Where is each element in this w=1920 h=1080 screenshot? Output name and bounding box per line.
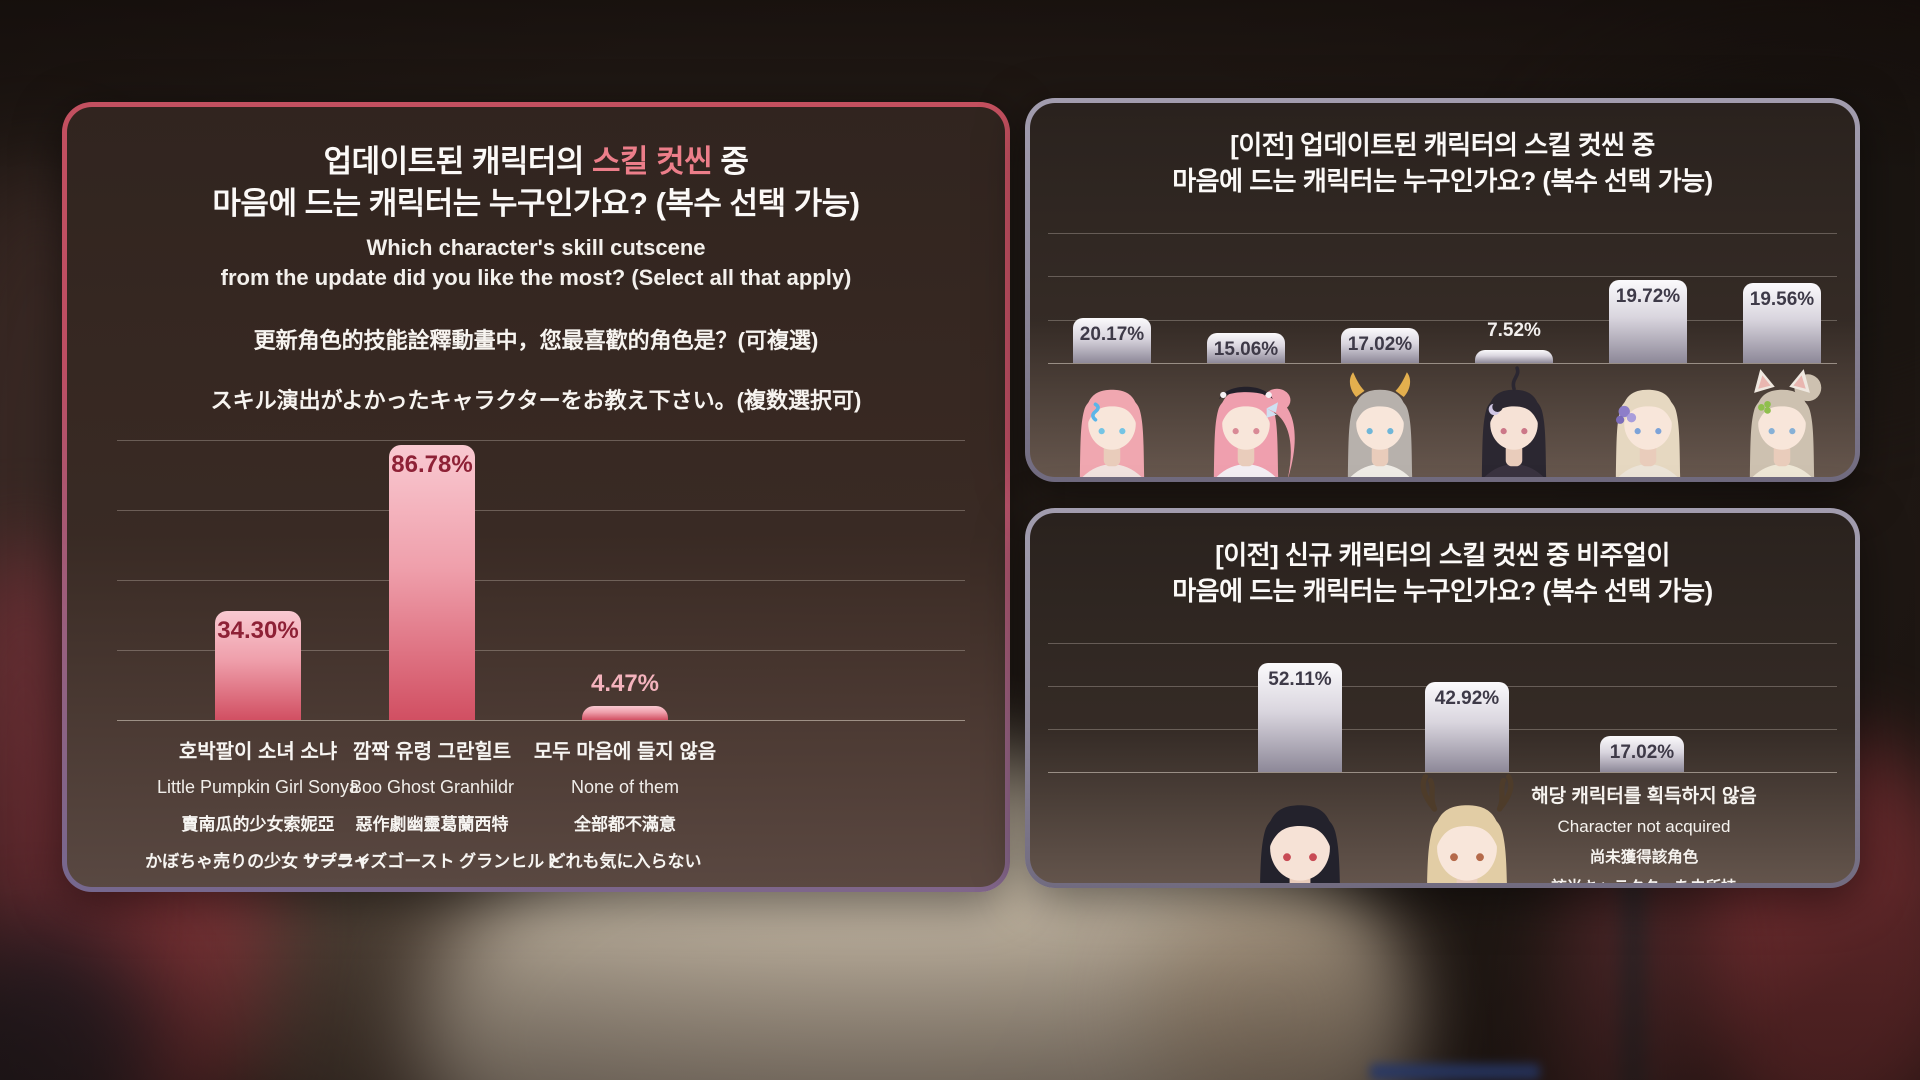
category-labels-current: 호박팔이 소녀 소냐 Little Pumpkin Girl Sonya 賣南瓜的少…	[117, 735, 965, 885]
avatar-pink_long_hair_girl	[1079, 389, 1145, 477]
bar-chart-previous-new: 52.11% 42.92% 17.02%	[1048, 643, 1837, 773]
bar-value-label: 19.72%	[1615, 286, 1681, 307]
chart-gridline	[1048, 643, 1837, 644]
bar-value-label: 4.47%	[590, 670, 660, 697]
category-2-en: None of them	[570, 777, 680, 797]
category-label-2: 모두 마음에 들지 않음 None of them 全部都不滿意どれも気に入らない	[465, 735, 785, 872]
avatar-blonde_flower_girl	[1615, 389, 1681, 477]
bar-value-label: 20.17%	[1079, 324, 1145, 345]
avatar-slot-black_long_hair_red_eyes_girl	[1222, 774, 1378, 883]
category-0-en: Little Pumpkin Girl Sonya	[156, 777, 360, 797]
panel-previous-update-survey: [이전] 업데이트된 캐릭터의 스킬 컷씬 중 마음에 드는 캐릭터는 누구인가…	[1025, 98, 1860, 482]
main-title-english: Which character's skill cutscene from th…	[220, 235, 852, 290]
chart-gridline	[1048, 276, 1837, 277]
chart-gridline	[1048, 233, 1837, 234]
category-1-ja: サプライズゴースト グランヒルト	[302, 852, 562, 871]
category-1-en: Boo Ghost Granhildr	[349, 777, 515, 797]
main-title-korean-line1: 업데이트된 캐릭터의 스킬 컷씬 중	[323, 144, 749, 179]
category-0-zh: 賣南瓜的少女索妮亞	[181, 815, 335, 834]
category-1-ko: 깜짝 유령 그란힐트	[352, 741, 512, 763]
category-1-zh: 惡作劇幽靈葛蘭西特	[355, 815, 509, 834]
chart-baseline	[1048, 772, 1837, 773]
avatar-slot-black_hair_girl	[1452, 365, 1576, 477]
bar-main-1: 86.78%	[389, 445, 475, 720]
bar-value-label: 15.06%	[1213, 339, 1279, 360]
bar-prev_new-1: 42.92%	[1425, 682, 1509, 772]
bar-prev_update-4: 19.72%	[1609, 280, 1687, 363]
bar-value-label: 34.30%	[217, 617, 299, 644]
main-title-japanese: スキル演出がよかったキャラクターをお教え下さい。(複数選択可)	[210, 388, 862, 413]
main-title-korean-line2: 마음에 드는 캐릭터는 누구인가요? (복수 선택 가능)	[212, 186, 860, 221]
main-title-korean: 업데이트된 캐릭터의 스킬 컷씬 중 마음에 드는 캐릭터는 누구인가요? (복…	[67, 141, 1005, 225]
panel-previous-new-survey: [이전] 신규 캐릭터의 스킬 컷씬 중 비주얼이 마음에 드는 캐릭터는 누구…	[1025, 508, 1860, 888]
avatar-slot-blonde_antlers_girl	[1389, 774, 1545, 883]
bar-prev_new-0: 52.11%	[1258, 663, 1342, 772]
avatar-slot-silver_hair_horns_girl	[1318, 365, 1442, 477]
bar-value-label: 42.92%	[1434, 688, 1500, 709]
avatar-pink_ponytail_maid_girl	[1213, 386, 1295, 477]
avatar-slot-pink_ponytail_maid_girl	[1184, 365, 1308, 477]
category-2-ja: どれも気に入らない	[548, 852, 702, 871]
avatar-cat_ears_girl	[1749, 369, 1822, 477]
not-acquired-english: Character not acquired	[1557, 817, 1731, 836]
panel-current-survey: 업데이트된 캐릭터의 스킬 컷씬 중 마음에 드는 캐릭터는 누구인가요? (복…	[62, 102, 1010, 892]
category-label-1: 깜짝 유령 그란힐트 Boo Ghost Granhildr 惡作劇幽靈葛蘭西特サプ…	[272, 735, 592, 872]
not-acquired-label-block: 해당 캐릭터를 획득하지 않음 Character not acquired 尚…	[1464, 781, 1824, 883]
avatar-row-previous-update	[1048, 363, 1837, 477]
bar-prev_update-2: 17.02%	[1341, 328, 1419, 363]
bar-value-label: 7.52%	[1487, 320, 1541, 341]
bottom-right-title: [이전] 신규 캐릭터의 스킬 컷씬 중 비주얼이 마음에 드는 캐릭터는 누구…	[1172, 540, 1713, 606]
bar-value-label: 86.78%	[391, 451, 473, 478]
main-title-chinese: 更新角色的技能詮釋動畫中，您最喜歡的角色是？(可複選)	[253, 328, 819, 353]
chart-gridline	[117, 440, 965, 441]
bar-prev_update-3	[1475, 350, 1553, 363]
chart-baseline	[117, 720, 965, 721]
category-2-ko: 모두 마음에 들지 않음	[533, 741, 717, 763]
category-0-ja: かぼちゃ売りの少女 ソーニャ	[145, 852, 371, 871]
chart-gridline	[117, 510, 965, 511]
not-acquired-chinese: 尚未獲得該角色	[1589, 849, 1699, 866]
bar-prev_update-0: 20.17%	[1073, 318, 1151, 363]
bar-main-2	[582, 706, 668, 720]
avatar-black_hair_girl	[1481, 366, 1547, 477]
category-label-0: 호박팔이 소녀 소냐 Little Pumpkin Girl Sonya 賣南瓜的少…	[98, 735, 418, 872]
chart-baseline	[1048, 363, 1837, 364]
bar-chart-previous-update: 20.17% 15.06% 17.02% 7.52% 19.72% 19.56%	[1048, 233, 1837, 364]
avatar-silver_hair_horns_girl	[1347, 372, 1413, 477]
avatar-slot-pink_long_hair_girl	[1050, 365, 1174, 477]
bar-prev_update-1: 15.06%	[1207, 333, 1285, 363]
avatar-row-previous-new	[1048, 772, 1837, 883]
chart-gridline	[1048, 320, 1837, 321]
bar-value-label: 52.11%	[1268, 669, 1332, 690]
not-acquired-korean: 해당 캐릭터를 획득하지 않음	[1531, 786, 1757, 807]
category-0-ko: 호박팔이 소녀 소냐	[178, 741, 338, 763]
top-right-title: [이전] 업데이트된 캐릭터의 스킬 컷씬 중 마음에 드는 캐릭터는 누구인가…	[1172, 130, 1713, 196]
title-highlight: 스킬 컷씬	[592, 144, 713, 179]
bar-chart-current: 34.30% 86.78% 4.47%	[117, 440, 965, 721]
avatar-black_long_hair_red_eyes_girl	[1260, 805, 1340, 883]
chart-gridline	[117, 580, 965, 581]
chart-gridline	[117, 650, 965, 651]
bar-main-0: 34.30%	[215, 611, 301, 720]
not-acquired-japanese: 該当キャラクターを未所持	[1464, 875, 1824, 883]
bar-prev_update-5: 19.56%	[1743, 283, 1821, 363]
avatar-blonde_antlers_girl	[1420, 774, 1514, 883]
bar-prev_new-2: 17.02%	[1600, 736, 1684, 772]
bar-value-label: 17.02%	[1347, 334, 1413, 355]
bar-value-label: 17.02%	[1609, 742, 1675, 763]
avatar-slot-cat_ears_girl	[1720, 365, 1837, 477]
category-2-zh: 全部都不滿意	[574, 815, 676, 834]
avatar-slot-blonde_flower_girl	[1586, 365, 1710, 477]
bar-value-label: 19.56%	[1749, 289, 1815, 310]
